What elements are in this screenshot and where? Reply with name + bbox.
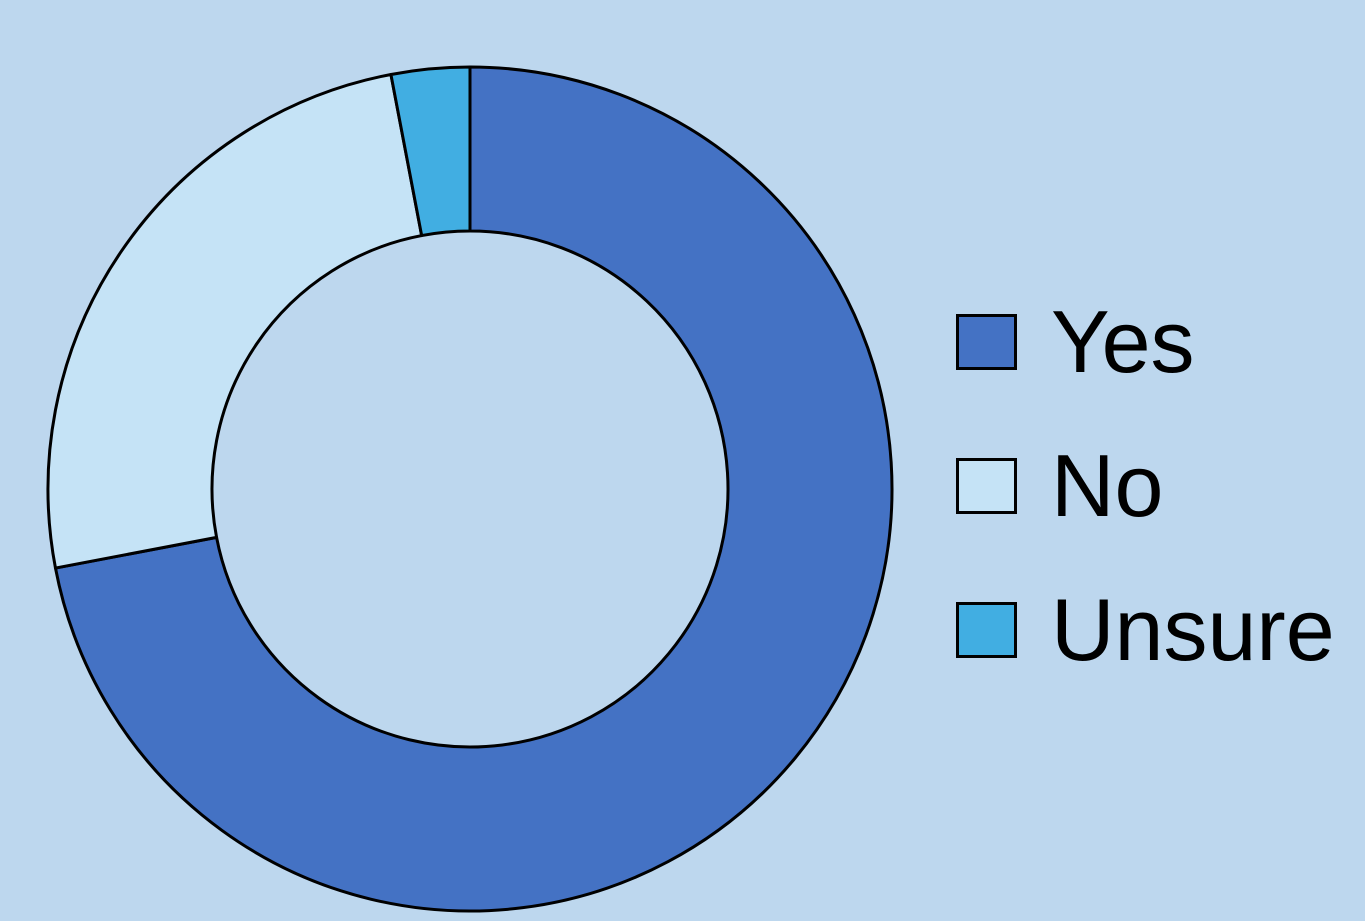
chart-legend: Yes No Unsure <box>956 292 1361 724</box>
legend-item-unsure: Unsure <box>956 580 1361 724</box>
legend-label-yes: Yes <box>1051 292 1195 391</box>
donut-slices <box>46 65 894 913</box>
donut-slice-yes <box>53 65 894 913</box>
legend-label-no: No <box>1051 436 1164 535</box>
donut-slice-unsure <box>389 65 472 238</box>
legend-label-unsure: Unsure <box>1051 580 1335 679</box>
legend-swatch-unsure <box>956 602 1017 658</box>
legend-item-no: No <box>956 436 1361 580</box>
legend-item-yes: Yes <box>956 292 1361 436</box>
donut-slice-no <box>46 72 424 570</box>
legend-swatch-yes <box>956 314 1017 370</box>
legend-swatch-no <box>956 458 1017 514</box>
